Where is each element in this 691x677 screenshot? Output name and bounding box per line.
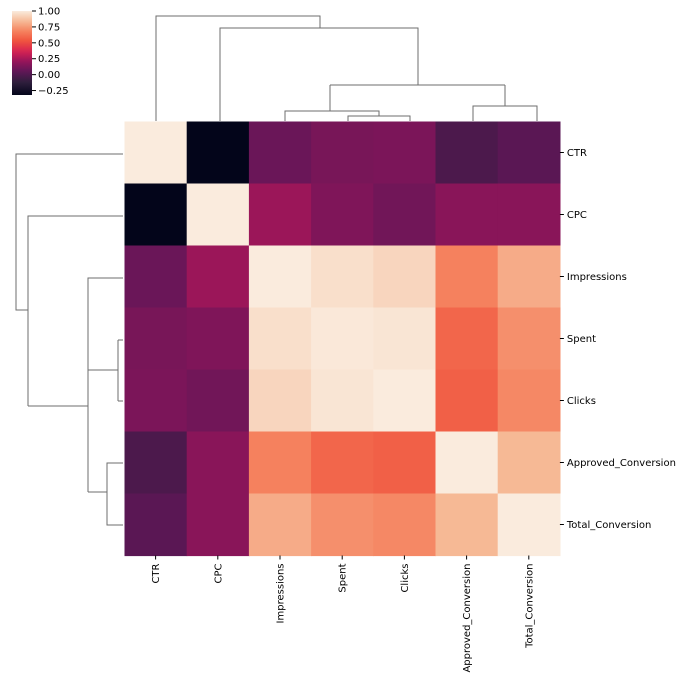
row-label: Impressions	[567, 272, 627, 283]
heatmap-cell	[248, 307, 312, 371]
heatmap-cell	[186, 121, 250, 185]
heatmap-cell	[373, 121, 437, 185]
heatmap-cell	[373, 431, 437, 495]
colorbar-tick-label: 1.00	[38, 7, 60, 18]
heatmap-cell	[497, 369, 561, 433]
heatmap-cell	[497, 431, 561, 495]
heatmap-cell	[435, 121, 499, 185]
row-label: Total_Conversion	[566, 520, 651, 531]
heatmap-cell	[186, 183, 250, 247]
heatmap-cell	[311, 431, 374, 495]
heatmap-cell	[435, 431, 499, 495]
heatmap-cell	[373, 245, 437, 309]
heatmap-cell	[186, 493, 250, 557]
heatmap-cell	[497, 493, 561, 557]
column-label: CTR	[151, 563, 162, 583]
column-labels: CTR CPC Impressions Spent Clicks Approved_Con…	[151, 555, 535, 673]
heatmap-cell	[248, 183, 312, 247]
column-dendrogram	[155, 15, 538, 121]
heatmap-cell	[373, 493, 437, 557]
heatmap-cell	[497, 183, 561, 247]
heatmap-cell	[373, 183, 437, 247]
colorbar-tick-label: 0.00	[38, 70, 60, 81]
heatmap-cells	[124, 121, 561, 557]
colorbar-tick-label: −0.25	[38, 86, 69, 97]
heatmap-cell	[373, 307, 437, 371]
heatmap-cell	[497, 121, 561, 185]
heatmap-cell	[124, 121, 188, 185]
heatmap-cell	[186, 307, 250, 371]
heatmap-cell	[248, 431, 312, 495]
heatmap-cell	[124, 493, 188, 557]
column-label: Total_Conversion	[524, 564, 535, 649]
row-label: Clicks	[567, 396, 596, 407]
heatmap-cell	[311, 245, 374, 309]
heatmap-cell	[373, 369, 437, 433]
colorbar-tick-label: 0.75	[38, 22, 60, 33]
heatmap-cell	[435, 369, 499, 433]
heatmap-cell	[311, 121, 374, 185]
heatmap-cell	[186, 369, 250, 433]
row-label: CPC	[567, 210, 587, 221]
heatmap-cell	[124, 431, 188, 495]
colorbar-gradient	[12, 11, 32, 95]
column-label: Spent	[338, 563, 349, 592]
heatmap-cell	[311, 307, 374, 371]
colorbar-tick-label: 0.50	[38, 38, 60, 49]
heatmap-cell	[186, 245, 250, 309]
column-label: CPC	[213, 563, 224, 583]
column-label: Approved_Conversion	[462, 564, 473, 673]
colorbar-tick-label: 0.25	[38, 54, 60, 65]
heatmap-cell	[435, 307, 499, 371]
heatmap-cell	[435, 245, 499, 309]
heatmap-cell	[186, 431, 250, 495]
heatmap-cell	[124, 369, 188, 433]
heatmap-cell	[311, 183, 374, 247]
heatmap-cell	[248, 121, 312, 185]
heatmap-cell	[124, 307, 188, 371]
colorbar: 1.00 0.75 0.50 0.25 0.00 −0.25	[12, 7, 69, 97]
row-dendrogram	[15, 153, 123, 526]
row-label: CTR	[567, 148, 587, 159]
row-label: Spent	[567, 334, 596, 345]
heatmap-cell	[124, 183, 188, 247]
heatmap-cell	[435, 183, 499, 247]
heatmap-cell	[311, 493, 374, 557]
row-labels: CTR CPC Impressions Spent Clicks Approved_Con…	[559, 148, 676, 531]
heatmap-cell	[248, 493, 312, 557]
heatmap-cell	[248, 369, 312, 433]
heatmap-cell	[124, 245, 188, 309]
heatmap-cell	[497, 307, 561, 371]
column-label: Clicks	[400, 564, 411, 593]
heatmap-cell	[435, 493, 499, 557]
heatmap-cell	[311, 369, 374, 433]
row-label: Approved_Conversion	[567, 458, 676, 469]
heatmap-cell	[248, 245, 312, 309]
heatmap-cell	[497, 245, 561, 309]
column-label: Impressions	[276, 564, 287, 624]
